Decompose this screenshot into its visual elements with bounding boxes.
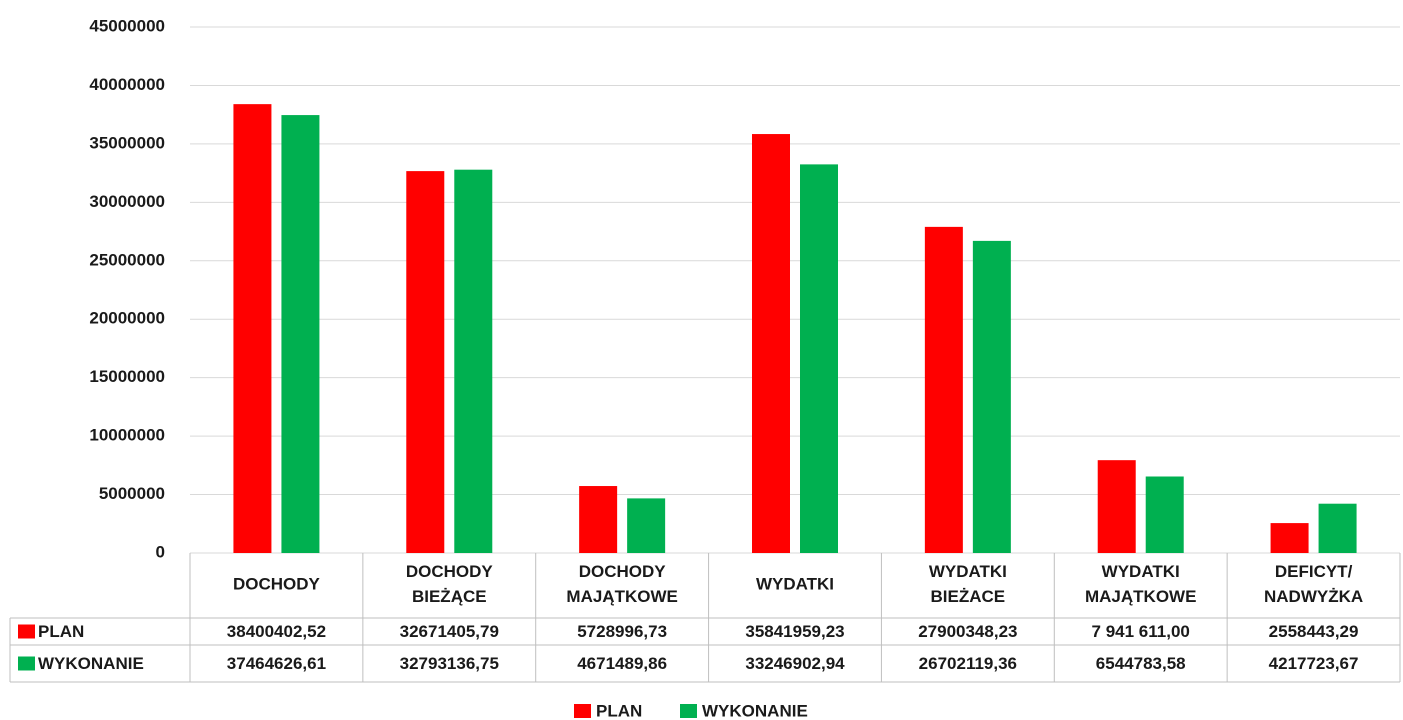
y-tick-label: 5000000 <box>99 484 165 503</box>
bar <box>752 134 790 554</box>
y-tick-label: 35000000 <box>89 133 165 152</box>
bar <box>924 226 963 554</box>
table-value: 7 941 611,00 <box>1092 622 1190 641</box>
table-value: 2558443,29 <box>1269 622 1359 641</box>
bar <box>454 169 493 553</box>
bar <box>281 115 320 553</box>
y-tick-label: 25000000 <box>89 250 165 269</box>
legend-label: PLAN <box>596 701 642 720</box>
table-value: 38400402,52 <box>227 622 326 641</box>
x-category-label: DEFICYT/NADWYŻKA <box>1264 562 1363 606</box>
table-legend-key <box>18 656 35 671</box>
legend-label: WYKONANIE <box>702 701 808 720</box>
x-category-label: WYDATKI <box>756 575 834 594</box>
table-value: 6544783,58 <box>1096 654 1186 673</box>
x-category-label: WYDATKI MAJĄTKOWE <box>1085 562 1196 606</box>
table-legend-key <box>18 624 35 639</box>
y-tick-label: 45000000 <box>89 16 165 35</box>
table-value: 4217723,67 <box>1269 654 1359 673</box>
bar <box>579 486 618 553</box>
table-value: 27900348,23 <box>918 622 1017 641</box>
y-tick-label: 10000000 <box>89 426 165 445</box>
bar <box>406 171 445 553</box>
x-category-label: DOCHODY <box>233 575 321 594</box>
bar <box>1318 503 1357 553</box>
bar <box>233 104 272 553</box>
x-category-label: DOCHODY BIEŻĄCE <box>406 562 494 606</box>
legend-key <box>680 704 697 718</box>
x-category-label: DOCHODY MAJĄTKOWE <box>566 562 677 606</box>
bar <box>1097 460 1136 553</box>
bar <box>1270 523 1309 553</box>
y-tick-label: 0 <box>156 542 165 561</box>
table-value: 37464626,61 <box>227 654 326 673</box>
x-category-label: WYDATKI BIEŻACE <box>929 562 1007 606</box>
table-value: 4671489,86 <box>577 654 667 673</box>
table-value: 35841959,23 <box>745 622 844 641</box>
table-row-label: WYKONANIE <box>38 654 144 673</box>
table-value: 33246902,94 <box>745 654 845 673</box>
y-tick-label: 15000000 <box>89 367 165 386</box>
y-tick-label: 40000000 <box>89 75 165 94</box>
table-value: 26702119,36 <box>919 654 1017 673</box>
table-row-label: PLAN <box>38 622 84 641</box>
table-value: 32793136,75 <box>400 654 499 673</box>
bar <box>1145 476 1184 553</box>
bar <box>972 240 1011 553</box>
table-value: 32671405,79 <box>400 622 499 641</box>
table-value: 5728996,73 <box>577 622 667 641</box>
y-tick-label: 30000000 <box>89 192 165 211</box>
legend-key <box>574 704 591 718</box>
bar <box>800 164 838 553</box>
bar <box>627 498 666 553</box>
y-tick-label: 20000000 <box>89 309 165 328</box>
